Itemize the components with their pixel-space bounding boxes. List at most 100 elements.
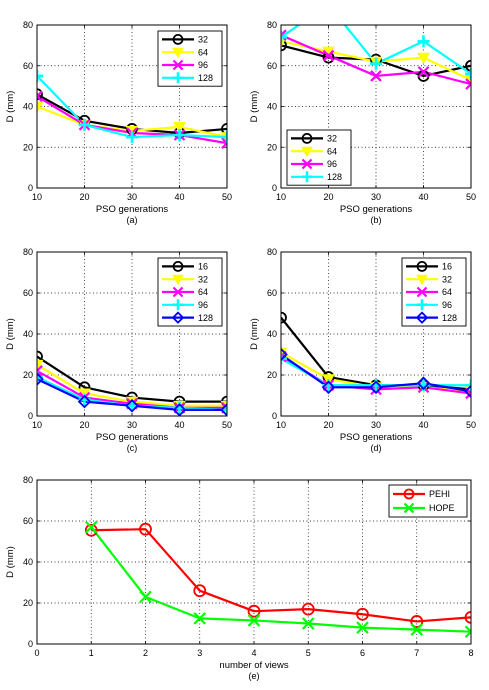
y-tick-label: 20	[23, 598, 33, 608]
x-tick-label: 40	[418, 192, 428, 202]
data-point	[321, 380, 336, 395]
data-point	[221, 137, 227, 149]
chart-b: 10 20 30 40 50 0 20 40 60 80 PSO generations(b) D (…	[249, 0, 476, 225]
data-point	[37, 69, 43, 82]
plot-border	[280, 24, 472, 189]
x-tick-label: 40	[174, 192, 184, 202]
chart-c: 10 20 30 40 50 0 20 40 60 80 PSO generations(c) D (…	[5, 247, 232, 453]
y-tick-label: 40	[23, 329, 33, 339]
data-point	[417, 52, 430, 65]
x-tick-label: 40	[418, 420, 428, 430]
data-point	[126, 131, 138, 144]
series-line-PEHI	[91, 528, 471, 623]
data-point	[172, 403, 187, 416]
data-point	[221, 403, 227, 416]
legend-marker	[172, 274, 184, 286]
chart-caption: (c)	[127, 443, 138, 453]
x-tick-label: 6	[360, 648, 365, 658]
legend: 32 64 96 128	[157, 30, 223, 87]
x-tick-label: 10	[32, 192, 42, 202]
chart-caption: (d)	[371, 443, 382, 453]
data-point	[465, 78, 471, 90]
y-tick-label: 80	[23, 475, 33, 485]
legend-label: 32	[327, 134, 337, 144]
y-tick-label: 60	[23, 61, 33, 71]
x-tick-label: 20	[79, 192, 89, 202]
y-tick-label: 80	[23, 20, 33, 30]
x-tick-label: 8	[468, 648, 473, 658]
data-point	[322, 49, 335, 62]
data-point	[78, 118, 91, 131]
data-point	[281, 39, 287, 52]
legend-marker	[416, 274, 428, 286]
data-point	[464, 384, 471, 399]
data-point	[464, 625, 471, 638]
data-point	[281, 311, 287, 324]
y-tick-label: 80	[23, 247, 33, 257]
data-point	[84, 523, 98, 537]
y-tick-label: 80	[267, 247, 277, 257]
data-point	[126, 399, 138, 412]
data-point	[221, 123, 227, 135]
chart-caption: (e)	[249, 671, 260, 681]
chart-caption: (b)	[371, 215, 382, 225]
x-tick-label: 5	[306, 648, 311, 658]
data-point	[323, 0, 335, 11]
x-tick-label: 2	[143, 648, 148, 658]
chart-d: 10 20 30 40 50 0 20 40 60 80 PSO generations(d) D (…	[249, 247, 476, 453]
legend-box	[388, 484, 468, 518]
y-tick-label: 40	[267, 329, 277, 339]
legend: PEHI HOPE	[388, 484, 468, 518]
y-tick-label: 40	[23, 102, 33, 112]
data-point	[37, 350, 43, 363]
data-point	[37, 101, 44, 114]
data-point	[410, 615, 424, 628]
legend-marker	[416, 260, 428, 272]
x-tick-label: 10	[276, 420, 286, 430]
legend-label: HOPE	[429, 503, 455, 513]
legend-marker	[172, 59, 184, 71]
data-point	[37, 90, 43, 103]
y-axis-label: D (mm)	[5, 91, 16, 123]
data-point	[84, 520, 98, 534]
data-point	[416, 376, 431, 390]
x-tick-label: 10	[32, 420, 42, 430]
plot-border	[280, 251, 472, 417]
data-point	[139, 590, 152, 604]
x-tick-label: 30	[127, 420, 137, 430]
legend-marker	[415, 311, 429, 324]
legend-marker	[172, 34, 184, 45]
y-tick-label: 40	[267, 102, 277, 112]
data-point	[37, 359, 44, 372]
x-tick-label: 10	[276, 192, 286, 202]
data-point	[281, 347, 288, 362]
x-tick-label: 20	[323, 192, 333, 202]
x-tick-label: 7	[414, 648, 419, 658]
data-point	[410, 623, 424, 636]
legend-label: 64	[198, 47, 208, 57]
x-tick-label: 3	[197, 648, 202, 658]
y-tick-label: 60	[267, 61, 277, 71]
data-point	[193, 612, 207, 625]
data-point	[247, 614, 261, 627]
legend-label: PEHI	[429, 489, 450, 499]
series-layer	[37, 69, 227, 149]
legend-marker	[416, 286, 428, 298]
legend-label: 96	[198, 60, 208, 70]
legend-marker	[403, 488, 415, 500]
data-point	[139, 522, 152, 536]
data-point	[417, 35, 430, 48]
data-point	[37, 372, 44, 386]
legend: 16 32 64 96 128	[401, 257, 467, 327]
legend-marker	[416, 299, 428, 311]
data-point	[356, 621, 369, 634]
series-layer	[281, 311, 471, 400]
plot-border	[36, 24, 228, 189]
legend-label: 64	[198, 287, 208, 297]
data-point	[220, 403, 227, 416]
data-point	[370, 70, 382, 82]
x-tick-label: 0	[34, 648, 39, 658]
y-tick-label: 40	[23, 557, 33, 567]
